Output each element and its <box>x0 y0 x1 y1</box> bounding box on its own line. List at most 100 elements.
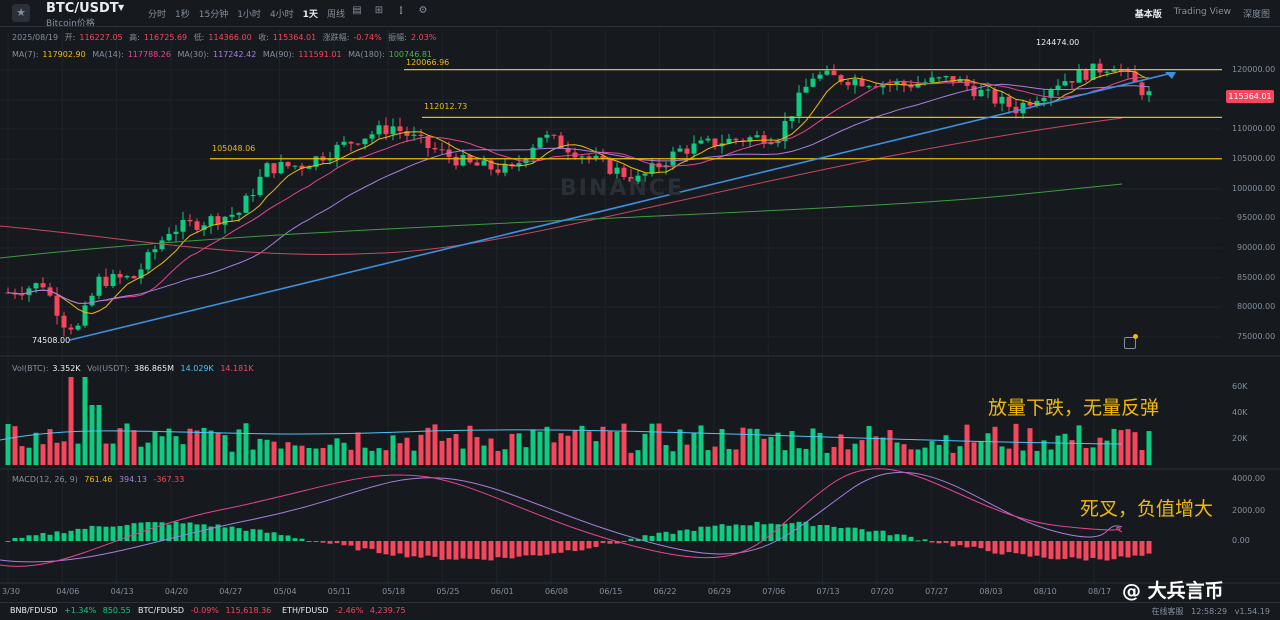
macd-histogram-bar <box>901 534 907 541</box>
macd-label: MACD(12, 26, 9) <box>12 475 78 484</box>
candle-body <box>1132 71 1138 83</box>
macd-callout: 死叉，负值增大 <box>1080 498 1214 520</box>
symbol-title[interactable]: BTC/USDT <box>46 1 119 16</box>
candle-body <box>908 85 914 88</box>
interval-tab[interactable]: 周线 <box>326 10 345 20</box>
volume-bar <box>1006 448 1012 465</box>
volume-bar <box>362 447 368 465</box>
candle-body <box>859 79 865 87</box>
macd-histogram-bar <box>271 532 277 541</box>
volume-bar <box>1132 432 1138 465</box>
volume-bar <box>411 450 417 465</box>
indicator-icon[interactable]: ▤ <box>352 5 362 16</box>
volume-callout: 放量下跌，无量反弹 <box>988 397 1160 419</box>
interval-tab[interactable]: 分时 <box>148 10 167 20</box>
candle-body <box>866 86 872 88</box>
macd-histogram-bar <box>964 541 970 548</box>
favorite-star-icon[interactable]: ★ <box>12 4 30 22</box>
candle-body <box>950 76 956 82</box>
online-support-link[interactable]: 在线客服 <box>1151 607 1184 616</box>
status-area: 在线客服 12:58:29 v1.54.19 <box>1152 606 1271 617</box>
volume-bar <box>922 447 928 465</box>
volume-bar <box>418 434 424 465</box>
volume-bar <box>474 437 480 465</box>
volume-bar <box>159 436 165 465</box>
interval-tab[interactable]: 4小时 <box>269 10 294 20</box>
macd-histogram-bar <box>47 534 53 541</box>
macd-histogram-bar <box>621 541 627 542</box>
macd-histogram-bar <box>201 524 207 541</box>
ma30-value: 117242.42 <box>213 50 257 59</box>
macd-histogram-bar <box>600 541 606 543</box>
macd-histogram-bar <box>12 537 18 541</box>
volume-bar <box>845 449 851 465</box>
candle-body <box>131 276 137 279</box>
volume-bar <box>663 445 669 465</box>
macd-histogram-bar <box>873 530 879 541</box>
interval-tab-active[interactable]: 1天 <box>302 10 318 20</box>
ohlc-low: 114366.00 <box>208 33 252 42</box>
volume-bar <box>166 428 172 465</box>
symbol-dropdown-icon[interactable]: ▼ <box>118 3 125 12</box>
volume-bar <box>1013 423 1019 465</box>
interval-tab[interactable]: 1秒 <box>175 10 190 20</box>
low-price-label: 74508.00 <box>32 336 71 345</box>
volume-bar <box>992 426 998 465</box>
candle-body <box>243 195 249 213</box>
tab-tradingview[interactable]: Trading View <box>1173 7 1231 17</box>
volume-bar <box>215 432 221 465</box>
macd-histogram-bar <box>390 541 396 556</box>
date-axis-label: 06/01 <box>490 587 514 596</box>
toolbar-icons: ▤ ⊞ ⫾ ⚙ <box>346 5 434 16</box>
macd-histogram-bar <box>166 524 172 541</box>
volume-bar <box>313 448 319 465</box>
vol-btc-value: 3.352K <box>52 364 81 373</box>
tab-basic[interactable]: 基本版 <box>1134 10 1162 20</box>
volume-bar <box>866 425 872 465</box>
macd-histogram-bar <box>859 529 865 541</box>
volume-bar <box>502 449 508 465</box>
candle-body <box>516 163 522 167</box>
macd-histogram-bar <box>999 541 1005 555</box>
macd-histogram-bar <box>502 541 508 558</box>
volume-bar <box>670 451 676 465</box>
volume-bar <box>677 429 683 465</box>
grid-icon[interactable]: ⊞ <box>374 5 384 16</box>
volume-bar <box>614 431 620 465</box>
macd-histogram-bar <box>173 521 179 541</box>
candle-body <box>54 295 60 316</box>
macd-histogram-bar <box>229 526 235 541</box>
settings-icon[interactable]: ⚙ <box>418 5 428 16</box>
volume-bar <box>859 440 865 465</box>
candle-type-icon[interactable]: ⫾ <box>399 5 403 16</box>
candle-body <box>390 126 396 135</box>
footer-ticker-bnb[interactable]: BNB/FDUSD +1.34% 850.55 <box>10 606 131 615</box>
macd-histogram-bar <box>103 526 109 541</box>
volume-bar <box>950 452 956 465</box>
macd-histogram-bar <box>803 521 809 541</box>
macd-histogram-bar <box>467 541 473 559</box>
interval-tab[interactable]: 1小时 <box>237 10 261 20</box>
candle-body <box>579 156 585 158</box>
candle-body <box>348 141 354 144</box>
candle-body <box>264 163 270 177</box>
volume-bar <box>761 438 767 465</box>
candle-body <box>208 216 214 226</box>
volume-bar <box>82 377 88 465</box>
volume-bar <box>719 429 725 465</box>
macd-histogram-bar <box>299 538 305 541</box>
footer-ticker-btc[interactable]: BTC/FDUSD -0.09% 115,618.36 <box>138 606 272 615</box>
candle-body <box>607 158 613 174</box>
footer-ticker-eth[interactable]: ETH/FDUSD -2.46% 4,239.75 <box>282 606 406 615</box>
volume-bar <box>446 437 452 465</box>
date-axis-label: 05/04 <box>273 587 297 596</box>
volume-axis-label: 20K <box>1232 434 1248 443</box>
macd-histogram-bar <box>796 521 802 541</box>
tab-depth[interactable]: 深度图 <box>1242 10 1270 20</box>
brand-watermark: @ 大兵言币 <box>1122 580 1224 602</box>
alert-icon[interactable] <box>1124 337 1136 349</box>
volume-bar <box>320 447 326 465</box>
interval-tab[interactable]: 15分钟 <box>198 10 229 20</box>
macd-histogram-bar <box>523 541 529 556</box>
